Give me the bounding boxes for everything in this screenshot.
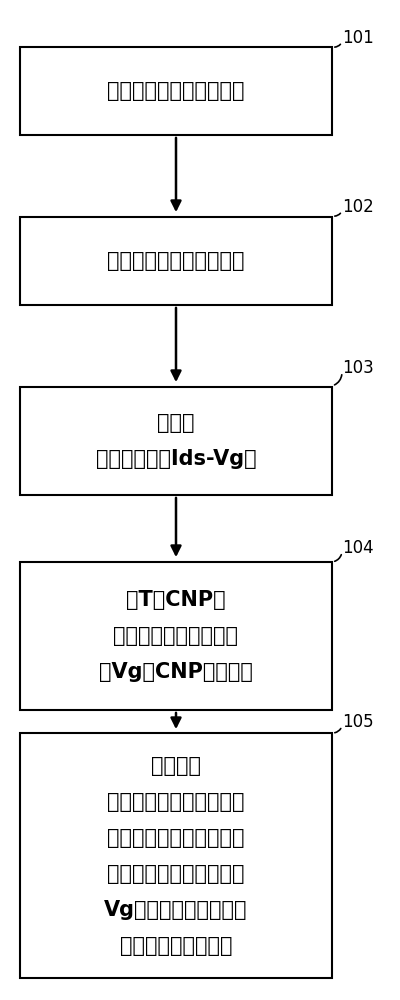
Text: 同位置的红外吸收峰，使: 同位置的红外吸收峰，使 <box>107 828 245 848</box>
Text: 103: 103 <box>342 359 374 377</box>
Text: 运曲线: 运曲线 <box>157 413 195 433</box>
FancyBboxPatch shape <box>20 47 332 135</box>
FancyArrowPatch shape <box>335 555 341 561</box>
Text: 为检测背景，采集消光: 为检测背景，采集消光 <box>114 626 238 646</box>
Text: 振频率，选择性的增强不: 振频率，选择性的增强不 <box>107 863 245 884</box>
Text: 104: 104 <box>342 539 374 557</box>
Text: 显现出来: 显现出来 <box>151 756 201 776</box>
Text: 制作石墨烯等离激元器件: 制作石墨烯等离激元器件 <box>107 81 245 101</box>
Text: 105: 105 <box>342 713 374 731</box>
FancyArrowPatch shape <box>335 44 340 47</box>
FancyBboxPatch shape <box>20 562 332 710</box>
Text: 谱T（CNP）: 谱T（CNP） <box>126 590 226 610</box>
Text: 以Vg（CNP）的电压: 以Vg（CNP）的电压 <box>99 662 253 682</box>
FancyArrowPatch shape <box>335 213 340 216</box>
FancyBboxPatch shape <box>20 387 332 495</box>
Text: 待测物质置于石墨烯之上: 待测物质置于石墨烯之上 <box>107 251 245 271</box>
Text: Vg，改变等离激元的共: Vg，改变等离激元的共 <box>104 900 248 920</box>
FancyBboxPatch shape <box>20 217 332 305</box>
Text: 101: 101 <box>342 29 374 47</box>
FancyArrowPatch shape <box>334 375 342 385</box>
Text: 测量石墨烯的Ids-Vg输: 测量石墨烯的Ids-Vg输 <box>96 449 256 469</box>
FancyArrowPatch shape <box>335 729 341 733</box>
Text: 得本证信号里被掩盖的峰: 得本证信号里被掩盖的峰 <box>107 792 245 812</box>
Text: 以某一步长调节电压: 以某一步长调节电压 <box>120 936 232 956</box>
Text: 102: 102 <box>342 198 374 216</box>
FancyBboxPatch shape <box>20 733 332 978</box>
